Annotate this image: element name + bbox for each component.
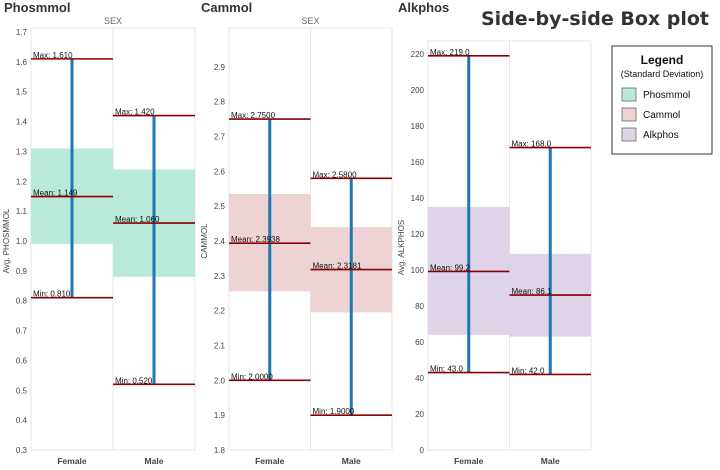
- panel-phosmmol: Phosmmol SEX 0.3 0.4 0.5 0.6 0.7 0.8 0.9 1.0 1.1 1.…: [2, 0, 196, 466]
- y-tick-label: 2.4: [214, 237, 226, 246]
- legend-label-phosmmol: Phosmmol: [643, 90, 690, 101]
- group-male: Max: 1.420 Mean: 1.060 Min: 0.520: [113, 108, 195, 385]
- legend-label-cammol: Cammol: [643, 110, 680, 121]
- group-female: Max: 2.7500 Mean: 2.3938 Min: 2.0000: [229, 111, 311, 381]
- panel-alkphos: Alkphos 0 20 40 60 80 100 120 140 160 180 200 220 Avg…: [397, 0, 592, 466]
- category-label: Male: [342, 456, 361, 466]
- y-tick-label: 2.9: [214, 63, 226, 72]
- y-tick-label: 2.3: [214, 272, 226, 281]
- group-male: Max: 168.0 Mean: 86.1 Min: 42.0: [509, 140, 591, 375]
- y-tick-label: 0.3: [16, 446, 28, 455]
- min-label: Min: 2.0000: [231, 372, 273, 381]
- y-tick-label: 1.8: [214, 446, 226, 455]
- figure-title: Side-by-side Box plot: [481, 8, 709, 30]
- y-tick-label: 60: [415, 338, 424, 347]
- group-female: Max: 219.0 Mean: 99.2 Min: 43.0: [428, 48, 510, 374]
- legend: Legend (Standard Deviation) Phosmmol Cam…: [611, 45, 713, 155]
- legend-swatch-phosmmol: [621, 87, 637, 102]
- y-tick-label: 2.6: [214, 167, 226, 176]
- legend-title: Legend: [641, 53, 684, 67]
- y-tick-label: 0.7: [16, 327, 28, 336]
- category-label: Male: [541, 456, 560, 466]
- y-tick-label: 1.0: [16, 237, 28, 246]
- legend-subtitle: (Standard Deviation): [621, 69, 704, 79]
- mean-label: Mean: 2.3181: [313, 262, 362, 271]
- category-label: Female: [454, 456, 484, 466]
- y-tick-label: 0: [420, 446, 425, 455]
- panel-title: Phosmmol: [4, 0, 70, 15]
- y-tick-label: 200: [411, 86, 425, 95]
- min-label: Min: 1.9000: [313, 407, 355, 416]
- panel-cammol: Cammol SEX 1.8 1.9 2.0 2.1 2.2 2.3 2.4 2.5 2.6 2.7 2…: [200, 0, 393, 466]
- legend-swatch-cammol: [621, 107, 637, 122]
- mean-label: Mean: 2.3938: [231, 235, 280, 244]
- legend-swatch-alkphos: [621, 127, 637, 142]
- y-tick-label: 220: [411, 50, 425, 59]
- y-tick-label: 2.1: [214, 342, 226, 351]
- panel-title: Cammol: [201, 0, 252, 15]
- y-tick-label: 180: [411, 122, 425, 131]
- y-tick-label: 1.7: [16, 28, 28, 37]
- y-tick-label: 100: [411, 266, 425, 275]
- y-tick-label: 40: [415, 374, 424, 383]
- mean-label: Mean: 1.149: [33, 189, 78, 198]
- y-tick-label: 1.5: [16, 88, 28, 97]
- y-axis-label: CAMMOL: [200, 223, 209, 259]
- mean-label: Mean: 99.2: [430, 263, 471, 272]
- y-tick-label: 120: [411, 230, 425, 239]
- y-tick-label: 0.8: [16, 297, 28, 306]
- y-tick-label: 1.3: [16, 147, 28, 156]
- mean-label: Mean: 86.1: [512, 287, 553, 296]
- max-label: Max: 168.0: [512, 140, 552, 149]
- max-label: Max: 219.0: [430, 48, 470, 57]
- column-header: SEX: [301, 16, 319, 26]
- y-tick-label: 2.8: [214, 98, 226, 107]
- y-tick-label: 0.5: [16, 386, 28, 395]
- min-label: Min: 42.0: [512, 366, 545, 375]
- min-label: Min: 0.520: [115, 376, 153, 385]
- y-tick-label: 20: [415, 410, 424, 419]
- category-label: Male: [145, 456, 164, 466]
- min-label: Min: 43.0: [430, 365, 463, 374]
- group-male: Max: 2.5800 Mean: 2.3181 Min: 1.9000: [310, 170, 392, 416]
- y-tick-label: 0.4: [16, 416, 28, 425]
- max-label: Max: 1.420: [115, 108, 155, 117]
- y-tick-label: 1.6: [16, 58, 28, 67]
- legend-label-alkphos: Alkphos: [643, 130, 679, 141]
- panel-title: Alkphos: [398, 0, 449, 15]
- max-label: Max: 2.7500: [231, 111, 276, 120]
- y-axis-label: Avg. ALKPHOS: [397, 220, 406, 275]
- y-tick-label: 160: [411, 158, 425, 167]
- group-female: Max: 1.610 Mean: 1.149 Min: 0.810: [31, 51, 113, 299]
- panels: Phosmmol SEX 0.3 0.4 0.5 0.6 0.7 0.8 0.9 1.0 1.1 1.…: [2, 0, 592, 466]
- y-tick-label: 2.2: [214, 307, 226, 316]
- y-tick-label: 0.9: [16, 267, 28, 276]
- min-label: Min: 0.810: [33, 290, 71, 299]
- y-tick-label: 80: [415, 302, 424, 311]
- y-axis-label: Avg. PHOSMMOL: [2, 208, 11, 273]
- max-label: Max: 2.5800: [313, 170, 358, 179]
- mean-label: Mean: 1.060: [115, 215, 160, 224]
- y-tick-label: 140: [411, 194, 425, 203]
- y-tick-label: 2.0: [214, 376, 226, 385]
- y-tick-label: 2.5: [214, 202, 226, 211]
- y-tick-label: 1.4: [16, 118, 28, 127]
- y-tick-label: 0.6: [16, 356, 28, 365]
- category-label: Female: [255, 456, 285, 466]
- y-tick-label: 1.9: [214, 411, 226, 420]
- category-label: Female: [57, 456, 87, 466]
- column-header: SEX: [104, 16, 122, 26]
- y-tick-label: 1.2: [16, 177, 28, 186]
- y-tick-label: 1.1: [16, 207, 28, 216]
- y-tick-label: 2.7: [214, 133, 226, 142]
- max-label: Max: 1.610: [33, 51, 73, 60]
